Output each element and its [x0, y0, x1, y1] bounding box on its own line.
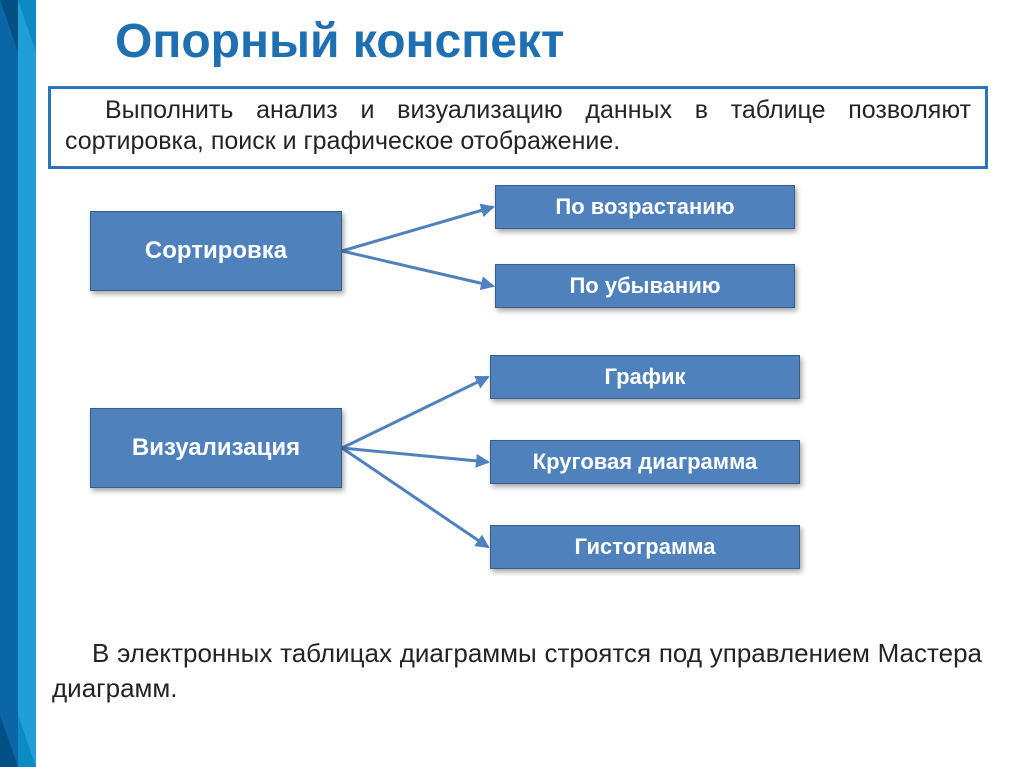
edge-sort-asc	[342, 207, 493, 251]
node-label: По убыванию	[569, 273, 720, 299]
node-label: По возрастанию	[555, 194, 734, 220]
node-desc: По убыванию	[495, 264, 795, 308]
deco-tri-top-light	[18, 0, 36, 52]
deco-tri-bot-dark	[0, 715, 18, 767]
deco-tri-top-dark	[0, 0, 18, 52]
edge-viz-hist	[342, 448, 488, 547]
left-stripe-dark	[0, 0, 18, 767]
footer-text: В электронных таблицах диаграммы строятс…	[52, 636, 982, 706]
node-viz: Визуализация	[90, 408, 342, 488]
slide: Опорный конспект Выполнить анализ и визу…	[0, 0, 1024, 767]
intro-text: Выполнить анализ и визуализацию данных в…	[65, 95, 971, 158]
edge-sort-desc	[342, 251, 493, 286]
node-label: Визуализация	[132, 434, 300, 462]
node-graph: График	[490, 355, 800, 399]
node-label: Сортировка	[145, 237, 287, 265]
node-label: Гистограмма	[575, 534, 716, 560]
node-pie: Круговая диаграмма	[490, 440, 800, 484]
edge-viz-pie	[342, 448, 488, 462]
node-label: График	[604, 364, 685, 390]
edge-viz-graph	[342, 377, 488, 448]
node-label: Круговая диаграмма	[533, 449, 758, 475]
node-hist: Гистограмма	[490, 525, 800, 569]
node-asc: По возрастанию	[495, 185, 795, 229]
node-sort: Сортировка	[90, 211, 342, 291]
left-stripe-light	[18, 0, 36, 767]
deco-tri-bot-light	[18, 715, 36, 767]
intro-box: Выполнить анализ и визуализацию данных в…	[48, 86, 988, 169]
page-title: Опорный конспект	[115, 14, 564, 69]
